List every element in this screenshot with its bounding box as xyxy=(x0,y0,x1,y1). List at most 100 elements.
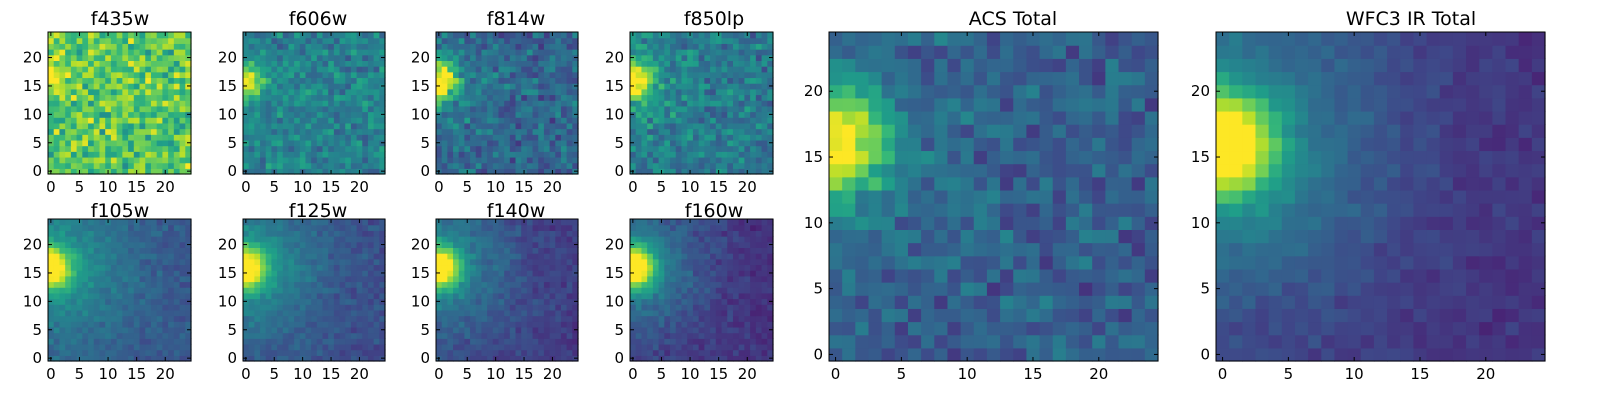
heatmap-cell xyxy=(99,281,106,288)
heatmap-cell xyxy=(1065,150,1080,165)
heatmap-cell xyxy=(373,49,380,56)
heatmap-cell xyxy=(464,156,471,164)
heatmap-cell xyxy=(76,145,83,152)
heatmap-cell xyxy=(367,315,375,322)
heatmap-cell xyxy=(532,32,539,39)
heatmap-cell xyxy=(549,128,556,135)
heatmap-cell xyxy=(498,105,505,113)
heatmap-cell xyxy=(498,343,505,351)
heatmap-cell xyxy=(150,88,158,96)
heatmap-cell xyxy=(254,321,261,328)
heatmap-cell xyxy=(282,304,290,311)
heatmap-cell xyxy=(59,253,66,260)
heatmap-cell xyxy=(345,151,352,158)
heatmap-cell xyxy=(652,117,660,124)
heatmap-cell xyxy=(99,66,106,73)
heatmap-cell xyxy=(185,219,192,226)
heatmap-cell xyxy=(1131,334,1146,349)
heatmap-cell xyxy=(652,43,660,50)
heatmap-cell xyxy=(299,71,307,79)
heatmap-cell xyxy=(362,71,369,79)
heatmap-cell xyxy=(128,151,135,158)
heatmap-cell xyxy=(532,287,539,294)
heatmap-cell xyxy=(333,281,341,288)
heatmap-cell xyxy=(761,156,768,164)
heatmap-cell xyxy=(447,111,454,118)
heatmap-cell xyxy=(316,343,324,351)
heatmap-cell xyxy=(715,111,723,118)
heatmap-cell xyxy=(122,349,129,356)
heatmap-cell xyxy=(1118,163,1133,178)
heatmap-cell xyxy=(1000,32,1014,46)
heatmap-cell xyxy=(179,241,186,248)
heatmap-cell xyxy=(350,275,358,283)
heatmap-cell xyxy=(453,77,460,84)
heatmap-cell xyxy=(179,77,186,84)
heatmap-cell xyxy=(254,224,261,231)
heatmap-cell xyxy=(173,287,181,294)
heatmap-cell xyxy=(322,162,329,169)
heatmap-cell xyxy=(641,37,648,44)
heatmap-cell xyxy=(761,43,768,50)
heatmap-cell xyxy=(294,94,301,101)
heatmap-cell xyxy=(70,343,78,351)
heatmap-cell xyxy=(532,54,539,61)
heatmap-cell xyxy=(710,156,717,164)
heatmap-cell xyxy=(1039,242,1054,257)
heatmap-cell xyxy=(162,77,169,84)
heatmap-cell xyxy=(322,304,329,311)
heatmap-cell xyxy=(294,258,301,266)
heatmap-cell xyxy=(185,88,192,96)
heatmap-cell xyxy=(299,100,307,107)
heatmap-cell xyxy=(168,230,175,237)
heatmap-cell xyxy=(48,349,55,356)
heatmap-cell xyxy=(436,338,443,345)
heatmap-cell xyxy=(150,94,158,101)
heatmap-cell xyxy=(328,275,335,283)
heatmap-cell xyxy=(156,151,163,158)
panel-title: f606w xyxy=(289,8,348,30)
heatmap-cell xyxy=(453,32,460,39)
heatmap-cell xyxy=(475,32,483,39)
heatmap-cell xyxy=(139,66,146,73)
heatmap-cell xyxy=(133,287,141,294)
heatmap-cell xyxy=(277,247,284,254)
heatmap-cell xyxy=(475,145,483,152)
heatmap-cell xyxy=(907,203,922,217)
heatmap-cell xyxy=(168,309,175,317)
heatmap-cell xyxy=(145,49,152,56)
heatmap-cell xyxy=(173,264,181,271)
heatmap-cell xyxy=(82,349,89,356)
heatmap-cell xyxy=(185,60,192,67)
heatmap-cell xyxy=(93,162,101,169)
heatmap-cell xyxy=(907,268,922,283)
heatmap-cell xyxy=(322,287,329,294)
heatmap-cell xyxy=(173,281,181,288)
heatmap-cell xyxy=(305,349,312,356)
heatmap-cell xyxy=(492,332,500,339)
heatmap-cell xyxy=(350,43,358,50)
heatmap-cell xyxy=(504,338,511,345)
heatmap-cell xyxy=(243,224,250,231)
heatmap-cell xyxy=(316,304,324,311)
heatmap-cell xyxy=(345,258,352,266)
heatmap-cell xyxy=(464,315,471,322)
heatmap-cell xyxy=(265,247,272,254)
heatmap-cell xyxy=(243,94,250,101)
heatmap-cell xyxy=(481,94,488,101)
heatmap-cell xyxy=(162,298,169,305)
heatmap-cell xyxy=(179,287,186,294)
heatmap-cell xyxy=(441,88,448,96)
heatmap-cell xyxy=(277,117,284,124)
heatmap-cell xyxy=(311,71,318,79)
heatmap-cell xyxy=(521,281,528,288)
heatmap-cell xyxy=(1079,97,1093,112)
heatmap-cell xyxy=(458,88,465,96)
heatmap-cell xyxy=(265,156,272,164)
heatmap-cell xyxy=(356,66,363,73)
heatmap-cell xyxy=(986,334,1001,349)
heatmap-cell xyxy=(532,105,539,113)
heatmap-cell xyxy=(345,83,352,90)
heatmap-cell xyxy=(829,216,843,230)
